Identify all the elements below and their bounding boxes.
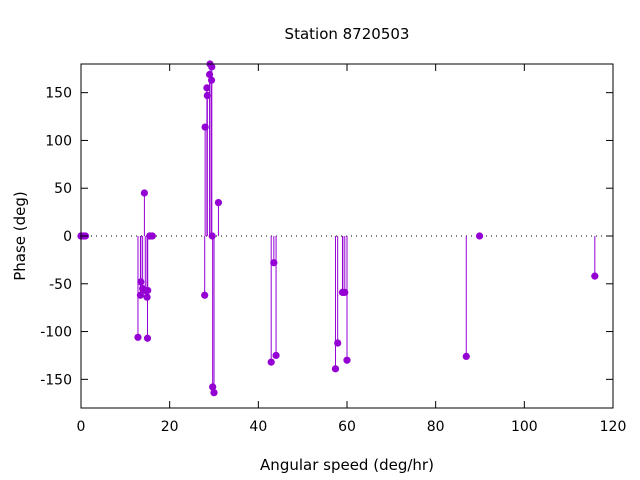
data-point xyxy=(148,232,156,240)
data-point xyxy=(144,286,152,295)
chart-title: Station 8720503 xyxy=(285,25,410,43)
data-point xyxy=(203,91,211,100)
data-point xyxy=(267,358,275,366)
y-axis-label: Phase (deg) xyxy=(11,191,29,281)
data-point xyxy=(270,259,278,267)
data-point xyxy=(210,389,218,397)
x-tick-label: 0 xyxy=(77,419,86,435)
data-point xyxy=(140,189,148,197)
data-point xyxy=(214,198,223,207)
x-tick-label: 100 xyxy=(511,419,538,435)
data-point xyxy=(203,84,211,92)
data-point xyxy=(143,334,152,342)
data-point xyxy=(201,123,209,131)
data-point xyxy=(201,291,209,299)
data-point xyxy=(475,232,484,240)
y-tick-label: 150 xyxy=(45,86,72,102)
y-tick-label: -150 xyxy=(40,372,72,388)
y-tick-label: -50 xyxy=(49,277,72,293)
x-tick-label: 40 xyxy=(249,419,267,435)
x-tick-label: 60 xyxy=(338,419,356,435)
data-point xyxy=(591,272,599,280)
data-point xyxy=(136,291,145,299)
point-layer xyxy=(77,60,599,397)
x-axis-label: Angular speed (deg/hr) xyxy=(260,456,434,474)
y-axis-ticks: -150 -100 -50 0 50 100 150 xyxy=(40,86,613,388)
data-point xyxy=(343,356,351,364)
data-point xyxy=(134,333,142,341)
data-point xyxy=(331,365,340,373)
x-tick-label: 20 xyxy=(161,419,179,435)
data-point xyxy=(205,70,214,79)
x-axis-ticks: 0 20 40 60 80 100 120 xyxy=(77,64,627,435)
data-point xyxy=(208,63,216,71)
data-point xyxy=(334,339,342,347)
y-tick-label: 100 xyxy=(45,133,72,149)
data-point xyxy=(137,278,145,286)
impulse-layer xyxy=(137,64,596,393)
data-point xyxy=(143,293,151,301)
data-point xyxy=(272,351,280,360)
y-tick-label: 0 xyxy=(63,229,72,245)
data-point xyxy=(462,352,470,360)
data-point xyxy=(341,288,349,296)
data-point xyxy=(209,383,217,391)
data-point xyxy=(207,76,216,84)
x-tick-label: 80 xyxy=(427,419,445,435)
y-tick-label: 50 xyxy=(54,181,72,197)
data-point xyxy=(208,232,216,240)
x-tick-label: 120 xyxy=(600,419,627,435)
y-tick-label: -100 xyxy=(40,325,72,341)
